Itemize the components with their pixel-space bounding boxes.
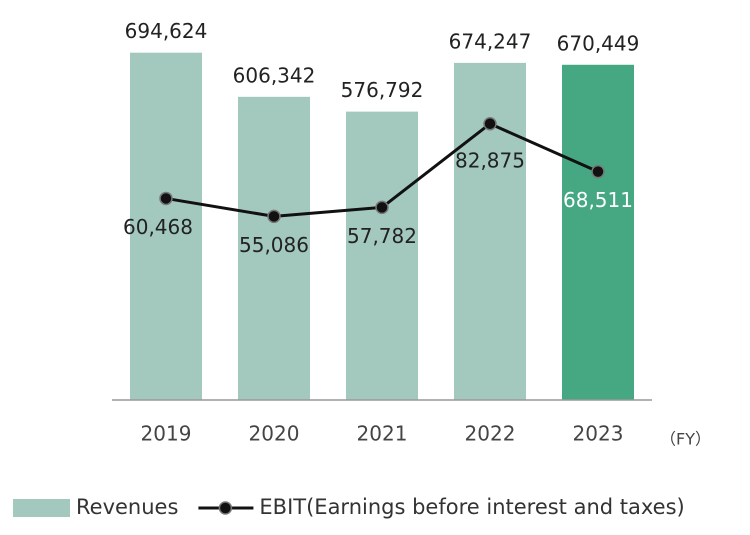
bar-value-label: 576,792 [341,78,424,102]
legend-label: EBIT(Earnings before interest and taxes) [259,495,684,519]
bar-value-label: 606,342 [233,63,316,87]
bar [238,96,310,400]
bar [562,64,634,400]
line-value-label: 55,086 [239,233,309,257]
bar-value-label: 694,624 [125,19,208,43]
bar-value-label: 674,247 [449,29,532,53]
line-marker [591,164,605,179]
x-tick-label: 2019 [141,422,192,446]
x-axis-label: （FY） [660,430,711,449]
line-value-label: 82,875 [455,148,525,172]
bar [346,111,418,400]
legend-swatch [13,499,70,517]
x-tick-label: 2020 [249,422,300,446]
bar [130,52,202,401]
line-marker [267,209,281,224]
x-tick-label: 2021 [357,422,408,446]
line-marker [375,200,389,215]
x-tick-label: 2022 [465,422,516,446]
line-value-label: 57,782 [347,224,417,248]
x-tick-label: 2023 [573,422,624,446]
legend-marker [218,501,233,515]
legend-label: Revenues [76,495,178,519]
line-marker [483,117,497,131]
line-value-label: 60,468 [123,215,193,239]
line-value-label: 68,511 [563,188,633,212]
line-marker [159,191,173,206]
bar [454,62,526,401]
bar-value-label: 670,449 [557,31,640,55]
